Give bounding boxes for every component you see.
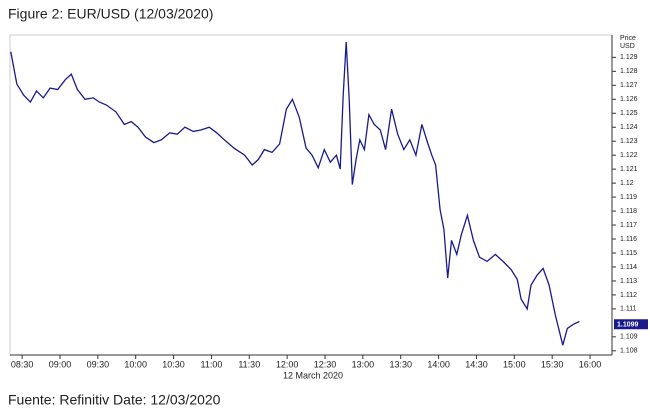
y-tick-label: 1.118 bbox=[620, 208, 637, 215]
last-price-box bbox=[614, 319, 648, 330]
y-tick-label: 1.125 bbox=[620, 110, 638, 117]
x-tick-label: 14:30 bbox=[465, 359, 488, 369]
y-tick-label: 1.109 bbox=[620, 334, 638, 341]
x-tick-label: 16:00 bbox=[579, 359, 602, 369]
y-tick-label: 1.113 bbox=[620, 278, 637, 285]
y-tick-label: 1.116 bbox=[620, 236, 637, 243]
y-tick-label: 1.119 bbox=[620, 194, 637, 201]
x-tick-label: 15:30 bbox=[541, 359, 564, 369]
y-tick-label: 1.124 bbox=[620, 124, 638, 131]
y-tick-label: 1.108 bbox=[620, 348, 638, 355]
x-tick-label: 09:00 bbox=[49, 359, 72, 369]
y-tick-label: 1.128 bbox=[620, 68, 638, 75]
x-tick-label: 12:30 bbox=[314, 359, 337, 369]
y-tick-label: 1.12 bbox=[620, 180, 634, 187]
last-price-label: 1.1099 bbox=[617, 322, 639, 329]
x-tick-label: 10:30 bbox=[162, 359, 185, 369]
x-tick-label: 11:00 bbox=[200, 359, 222, 369]
chart-title: Figure 2: EUR/USD (12/03/2020) bbox=[8, 6, 213, 22]
price-line bbox=[10, 41, 580, 346]
x-tick-label: 13:30 bbox=[389, 359, 412, 369]
x-axis-label: 12 March 2020 bbox=[283, 370, 343, 380]
y-axis-label: USD bbox=[620, 43, 635, 50]
source: Fuente: Refinitiv Date: 12/03/2020 bbox=[8, 392, 221, 408]
y-tick-label: 1.123 bbox=[620, 138, 638, 145]
x-tick-label: 12:00 bbox=[276, 359, 299, 369]
x-tick-label: 09:30 bbox=[87, 359, 110, 369]
y-tick-label: 1.127 bbox=[620, 82, 638, 89]
y-tick-label: 1.114 bbox=[620, 264, 637, 271]
x-tick-label: 14:00 bbox=[427, 359, 450, 369]
y-tick-label: 1.111 bbox=[620, 306, 637, 313]
y-tick-label: 1.129 bbox=[620, 54, 638, 61]
y-tick-label: 1.126 bbox=[620, 96, 638, 103]
y-tick-label: 1.112 bbox=[620, 292, 637, 299]
x-tick-label: 08:30 bbox=[11, 359, 34, 369]
x-tick-label: 11:30 bbox=[238, 359, 260, 369]
x-tick-label: 13:00 bbox=[352, 359, 375, 369]
y-axis-label: Price bbox=[620, 35, 636, 42]
y-tick-label: 1.117 bbox=[620, 222, 637, 229]
y-tick-label: 1.122 bbox=[620, 152, 638, 159]
x-tick-label: 15:00 bbox=[503, 359, 526, 369]
x-tick-label: 10:00 bbox=[124, 359, 147, 369]
y-tick-label: 1.115 bbox=[620, 250, 637, 257]
y-tick-label: 1.121 bbox=[620, 166, 638, 173]
